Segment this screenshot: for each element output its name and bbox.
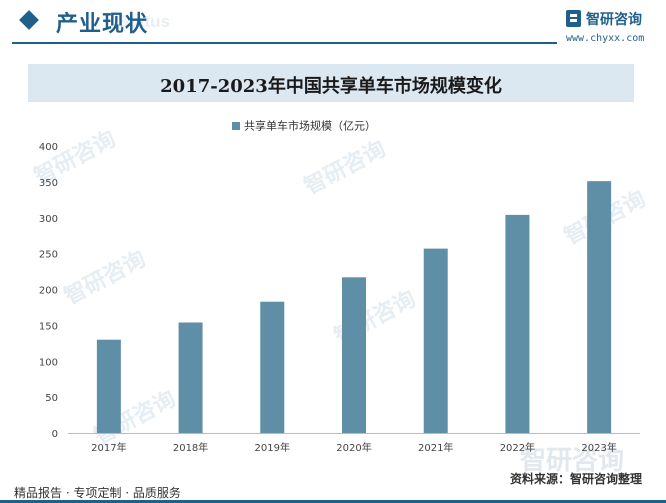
bar bbox=[423, 248, 448, 433]
header-divider bbox=[12, 42, 557, 44]
brand-url: www.chyxx.com bbox=[566, 33, 645, 44]
y-tick-label: 100 bbox=[39, 357, 58, 368]
x-tick-label: 2018年 bbox=[173, 441, 208, 454]
section-bg-text: Status bbox=[118, 12, 170, 31]
y-tick-label: 50 bbox=[45, 393, 58, 404]
y-tick-label: 300 bbox=[39, 214, 58, 225]
section-header: Status 产业现状 智研咨询 www.chyxx.com bbox=[0, 0, 666, 50]
bar bbox=[342, 277, 366, 433]
section-title: 产业现状 bbox=[56, 12, 149, 37]
x-tick-label: 2017年 bbox=[91, 441, 126, 454]
x-tick-label: 2021年 bbox=[418, 441, 453, 454]
bar bbox=[505, 214, 530, 433]
chart-legend: 共享单车市场规模（亿元） bbox=[232, 115, 376, 133]
bar-series bbox=[96, 181, 612, 433]
x-tick-label: 2022年 bbox=[500, 441, 535, 454]
y-tick-label: 0 bbox=[52, 429, 58, 440]
y-tick-label: 350 bbox=[39, 178, 58, 189]
y-tick-label: 400 bbox=[39, 142, 58, 153]
bar bbox=[587, 181, 612, 433]
source-note: 资料来源：智研咨询整理 bbox=[510, 472, 643, 486]
footer-divider bbox=[0, 500, 666, 503]
legend-label: 共享单车市场规模（亿元） bbox=[244, 119, 376, 133]
bar bbox=[96, 339, 121, 433]
brand-name: 智研咨询 bbox=[586, 12, 642, 28]
x-tick-label: 2019年 bbox=[255, 441, 290, 454]
x-tick-label: 2020年 bbox=[336, 441, 371, 454]
y-tick-label: 250 bbox=[39, 250, 58, 261]
brand-logo-icon bbox=[566, 10, 581, 27]
y-tick-label: 150 bbox=[39, 321, 58, 332]
chart-title-band: 2017-2023年中国共享单车市场规模变化 bbox=[28, 64, 634, 102]
y-axis: 0 50 100 150 200 250 300 350 400 bbox=[39, 142, 58, 440]
footer-tagline: 精品报告 · 专项定制 · 品质服务 bbox=[14, 486, 181, 500]
chart-title: 2017-2023年中国共享单车市场规模变化 bbox=[160, 76, 502, 97]
legend-swatch bbox=[232, 121, 240, 130]
bar bbox=[260, 301, 285, 433]
x-axis: 2017年 2018年 2019年 2020年 2021年 2022年 2023年 bbox=[91, 441, 617, 454]
y-tick-label: 200 bbox=[39, 286, 58, 297]
bar bbox=[178, 322, 203, 433]
x-tick-label: 2023年 bbox=[581, 441, 616, 454]
